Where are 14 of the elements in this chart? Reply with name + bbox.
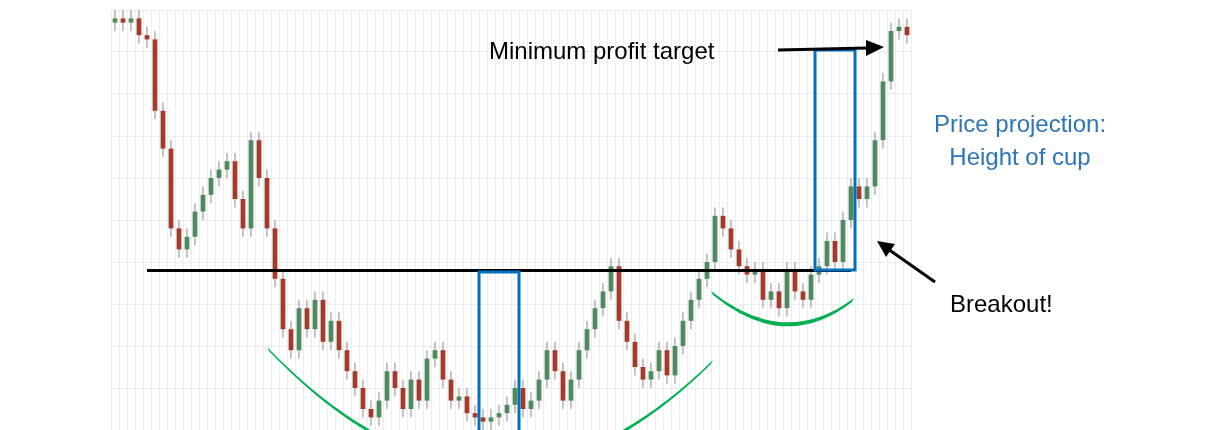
candlestick <box>768 282 774 309</box>
candlestick <box>432 341 438 368</box>
candlestick <box>128 9 134 32</box>
candlestick <box>488 408 494 430</box>
text: Price projection: Height of cup <box>933 109 1107 170</box>
annotation: Minimum profit target <box>489 36 715 64</box>
candlestick <box>224 152 230 179</box>
candlestick <box>120 9 126 32</box>
candlestick <box>480 408 486 430</box>
candlestick <box>648 362 654 389</box>
candlestick <box>456 387 462 410</box>
candlestick <box>112 9 118 32</box>
candlestick <box>800 282 806 309</box>
text: Breakout! <box>950 289 1053 317</box>
